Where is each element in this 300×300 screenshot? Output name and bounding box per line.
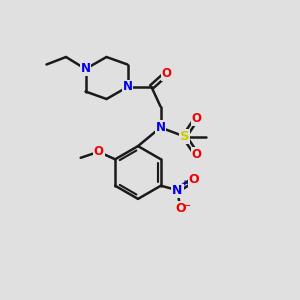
Text: O: O (175, 202, 186, 215)
Text: O: O (191, 112, 202, 125)
Text: N: N (172, 184, 183, 197)
Text: O: O (189, 173, 199, 186)
Text: O: O (161, 67, 172, 80)
Text: −: − (182, 201, 192, 211)
Text: N: N (155, 121, 166, 134)
Text: S: S (180, 130, 189, 143)
Text: O: O (191, 148, 202, 161)
Text: N: N (122, 80, 133, 94)
Text: N: N (80, 62, 91, 76)
Text: +: + (180, 178, 188, 189)
Text: O: O (94, 145, 103, 158)
